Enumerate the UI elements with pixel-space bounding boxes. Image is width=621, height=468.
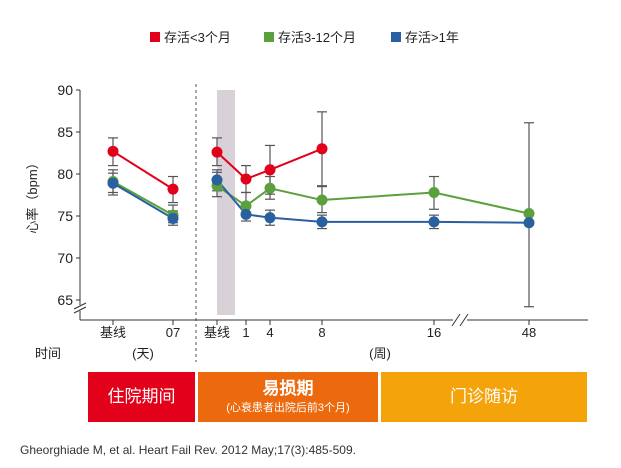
chart-marks [107, 111, 535, 308]
data-point-follow-up-2-w48 [523, 207, 535, 219]
unit-weeks-label: (周) [369, 346, 391, 361]
x-tick-label-follow-up-w4: 4 [266, 325, 273, 340]
heart-rate-chart: 存活<3个月 存活3-12个月 存活>1年 65 70 75 80 85 90 心率（bpm） 基… [25, 30, 588, 362]
data-point-hospital-3-d07 [167, 213, 179, 225]
data-point-follow-up-1-w4 [264, 164, 276, 176]
x-tick-label-follow-up-w8: 8 [318, 325, 325, 340]
legend-label-2: 存活3-12个月 [278, 30, 356, 45]
series-line-hospital-2 [112, 180, 174, 217]
x-tick-label-hospital-d07: 07 [166, 325, 180, 340]
data-point-follow-up-2-w1 [240, 200, 252, 212]
data-point-follow-up-2-w8 [316, 194, 328, 206]
legend-label-3: 存活>1年 [405, 30, 459, 45]
y-tick-label-75: 75 [57, 208, 73, 224]
data-point-follow-up-2-w4 [264, 182, 276, 194]
x-axis-break-mark-2 [459, 313, 469, 327]
unit-days-label: (天) [132, 346, 154, 361]
data-point-follow-up-3-w1 [240, 208, 252, 220]
time-label: 时间 [35, 346, 61, 361]
phase-hospital-bar: 住院期间 [88, 372, 195, 422]
series-line-follow-up-3 [216, 179, 530, 224]
x-tick-label-follow-up-w16: 16 [427, 325, 441, 340]
phase-vulnerable-bar: 易损期 (心衰患者出院后前3个月) [198, 372, 378, 422]
data-point-follow-up-3-w16 [428, 216, 440, 228]
y-tick-label-70: 70 [57, 250, 73, 266]
series-line-hospital-1 [112, 150, 174, 190]
phase-vulnerable-subtitle: (心衰患者出院后前3个月) [226, 402, 350, 414]
y-tick-label-85: 85 [57, 124, 73, 140]
chart-axes [73, 89, 588, 327]
data-point-follow-up-1-w1 [240, 173, 252, 185]
chart-legend: 存活<3个月 存活3-12个月 存活>1年 [150, 30, 459, 45]
phase-follow-up-title: 门诊随访 [450, 387, 518, 406]
x-tick-label-follow-up-baseline: 基线 [204, 325, 230, 340]
data-point-follow-up-3-w48 [523, 217, 535, 229]
x-tick-label-hospital-baseline: 基线 [100, 325, 126, 340]
series-line-hospital-3 [112, 182, 174, 220]
data-point-follow-up-1-baseline [211, 146, 223, 158]
data-point-follow-up-3-baseline [211, 174, 223, 186]
x-axis-break-mark-1 [451, 313, 461, 327]
series-line-follow-up-2 [216, 184, 530, 215]
data-point-follow-up-3-w8 [316, 216, 328, 228]
y-axis-break-mark-2 [73, 306, 87, 314]
data-point-hospital-1-baseline [107, 145, 119, 157]
series-line-follow-up-1 [216, 147, 323, 181]
y-tick-label-90: 90 [57, 82, 73, 98]
phase-hospital-title: 住院期间 [107, 387, 176, 406]
legend-marker-2 [264, 32, 274, 42]
legend-label-1: 存活<3个月 [164, 30, 231, 45]
x-tick-label-follow-up-w1: 1 [242, 325, 249, 340]
legend-marker-3 [391, 32, 401, 42]
phase-follow-up-bar: 门诊随访 [381, 372, 587, 422]
legend-marker-1 [150, 32, 160, 42]
vulnerable-phase-shading [217, 90, 235, 315]
y-tick-label-80: 80 [57, 166, 73, 182]
data-point-hospital-3-baseline [107, 177, 119, 189]
y-axis-label: 心率（bpm） [25, 156, 40, 233]
x-tick-label-follow-up-w48: 48 [522, 325, 536, 340]
data-point-follow-up-1-w8 [316, 143, 328, 155]
data-point-follow-up-3-w4 [264, 212, 276, 224]
y-axis-break-mark-1 [73, 302, 87, 310]
citation: Gheorghiade M, et al. Heart Fail Rev. 20… [20, 443, 356, 457]
phase-vulnerable-title: 易损期 [262, 379, 314, 398]
data-point-follow-up-2-w16 [428, 186, 440, 198]
data-point-hospital-1-d07 [167, 183, 179, 195]
y-tick-label-65: 65 [57, 292, 73, 308]
